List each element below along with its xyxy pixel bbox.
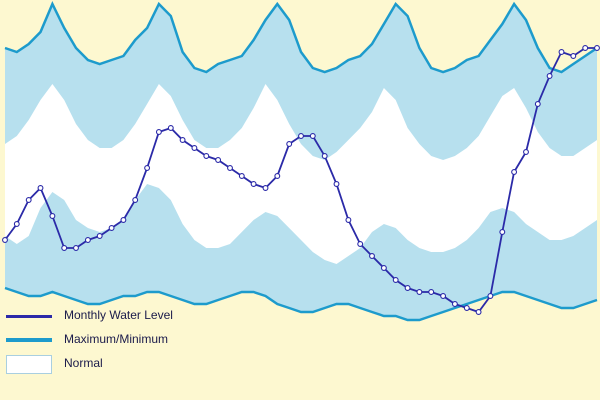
- water-level-point: [250, 181, 257, 187]
- water-level-point: [227, 165, 233, 171]
- water-level-point: [582, 45, 589, 51]
- water-level-point: [440, 293, 447, 299]
- legend-item-normal: Normal: [6, 352, 226, 376]
- legend-swatch-max-min: [6, 338, 52, 342]
- normal-band: [5, 84, 597, 264]
- water-level-point: [416, 289, 423, 295]
- water-level-point: [203, 153, 210, 159]
- water-level-point: [49, 213, 56, 219]
- legend-label-max-min: Maximum/Minimum: [64, 332, 169, 346]
- legend-swatch-water-level: [6, 315, 52, 318]
- water-level-point: [191, 145, 198, 151]
- legend-swatch-normal: [6, 355, 52, 374]
- water-level-point: [523, 149, 529, 155]
- water-level-point: [333, 181, 340, 187]
- water-level-point: [345, 217, 352, 223]
- water-level-point: [487, 293, 494, 299]
- water-level-point: [511, 169, 518, 175]
- legend-item-maximum-minimum: Maximum/Minimum: [6, 328, 226, 352]
- maximum-line: [4, 0, 598, 74]
- water-level-point: [132, 197, 139, 203]
- water-level-point: [369, 253, 375, 259]
- legend-label-water-level: Monthly Water Level: [64, 308, 173, 322]
- water-level-point: [61, 245, 68, 251]
- water-level-point: [215, 157, 222, 163]
- water-level-point: [274, 173, 281, 179]
- water-level-point: [155, 129, 162, 135]
- water-level-point: [2, 237, 8, 243]
- water-level-point: [73, 245, 79, 251]
- water-level-point: [404, 285, 411, 291]
- water-level-point: [357, 241, 364, 247]
- water-level-point: [380, 265, 387, 271]
- water-level-point: [167, 125, 174, 131]
- chart-legend: Monthly Water Level Maximum/Minimum Norm…: [6, 304, 226, 376]
- water-level-point: [392, 277, 399, 283]
- water-level-point: [37, 185, 44, 191]
- water-level-point: [108, 225, 115, 231]
- water-level-point: [262, 185, 269, 191]
- water-level-point: [451, 301, 458, 307]
- water-level-point: [96, 233, 103, 239]
- water-level-point: [25, 197, 32, 203]
- legend-label-normal: Normal: [64, 356, 103, 370]
- water-level-point: [428, 289, 435, 295]
- water-level-point: [594, 45, 600, 51]
- water-level-point: [558, 49, 565, 55]
- water-level-point: [534, 101, 541, 107]
- minimum-line: [4, 286, 598, 322]
- water-level-point: [144, 165, 151, 171]
- water-level-point: [286, 141, 293, 147]
- water-level-point: [499, 229, 506, 235]
- water-level-point: [546, 73, 553, 79]
- water-level-point: [321, 153, 328, 159]
- water-level-point: [475, 309, 482, 315]
- water-level-point: [84, 237, 91, 243]
- legend-item-monthly-water-level: Monthly Water Level: [6, 304, 226, 328]
- water-level-point: [238, 173, 245, 179]
- water-level-point: [570, 53, 577, 59]
- water-level-point: [298, 133, 304, 139]
- water-level-point: [463, 305, 470, 311]
- water-level-point: [120, 217, 127, 223]
- water-level-point: [309, 133, 316, 139]
- water-level-point: [13, 221, 20, 227]
- water-level-point: [179, 137, 186, 143]
